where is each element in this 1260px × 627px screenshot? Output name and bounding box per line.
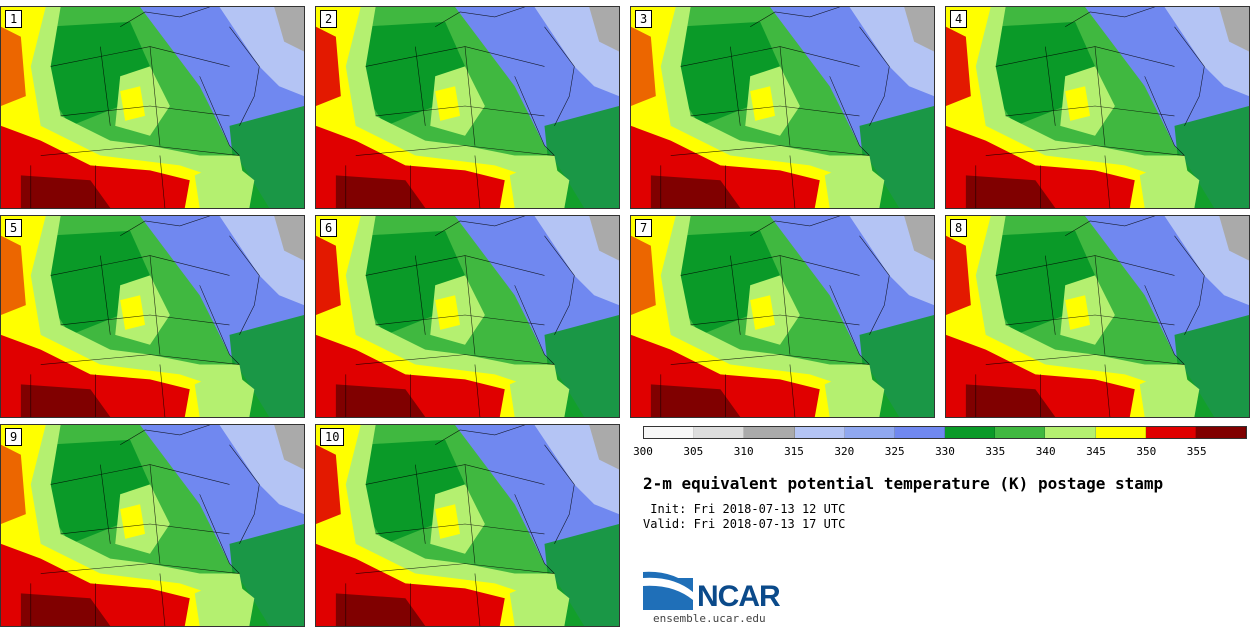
colorbar-tick-label: 350 [1136, 445, 1157, 458]
colorbar-segment [1095, 427, 1146, 438]
colorbar-segment [644, 427, 695, 438]
logo-text: NCAR [697, 580, 781, 613]
member-label: 7 [635, 219, 653, 237]
colorbar-segment [844, 427, 895, 438]
ensemble-member-panel: 6 [315, 215, 620, 418]
ensemble-member-panel: 2 [315, 6, 620, 209]
ensemble-member-panel: 3 [630, 6, 935, 209]
member-label: 4 [950, 10, 968, 28]
colorbar-tick-label: 340 [1035, 445, 1056, 458]
colorbar-tick-label: 345 [1086, 445, 1106, 458]
colorbar-segment [894, 427, 946, 438]
colorbar-segment [1195, 427, 1247, 438]
colorbar-segment [945, 427, 996, 438]
member-label: 9 [5, 428, 23, 446]
member-label: 5 [5, 219, 23, 237]
colorbar-tick-label: 305 [683, 445, 704, 458]
colorbar-tick-label: 320 [834, 445, 855, 458]
ensemble-member-panel: 9 [0, 424, 305, 627]
member-label: 6 [320, 219, 338, 237]
colorbar-segment [744, 427, 795, 438]
colorbar-segment [1145, 427, 1196, 438]
colorbar-segment [995, 427, 1046, 438]
colorbar-tick-label: 330 [935, 445, 955, 458]
figure-title: 2-m equivalent potential temperature (K)… [643, 474, 1164, 493]
logo-url: ensemble.ucar.edu [653, 612, 766, 625]
valid-time: Valid: Fri 2018-07-13 17 UTC [643, 517, 846, 531]
colorbar-segment [794, 427, 845, 438]
colorbar-segment [694, 427, 745, 438]
ensemble-member-panel: 5 [0, 215, 305, 418]
colorbar-tick-label: 300 [633, 445, 653, 458]
member-label: 2 [320, 10, 338, 28]
ensemble-member-panel: 4 [945, 6, 1250, 209]
ensemble-member-panel: 8 [945, 215, 1250, 418]
colorbar-tick-label: 315 [784, 445, 804, 458]
member-label: 3 [635, 10, 653, 28]
colorbar-tick-label: 325 [884, 445, 905, 458]
colorbar-segment [1045, 427, 1096, 438]
member-label: 10 [320, 428, 345, 446]
colorbar-tick-label: 310 [733, 445, 754, 458]
init-time: Init: Fri 2018-07-13 12 UTC [643, 502, 846, 516]
ncar-logo-icon [643, 571, 693, 610]
member-label: 1 [5, 10, 23, 28]
member-label: 8 [950, 219, 968, 237]
ensemble-member-panel: 10 [315, 424, 620, 627]
colorbar [643, 426, 1247, 439]
colorbar-tick-label: 335 [985, 445, 1006, 458]
ensemble-member-panel: 1 [0, 6, 305, 209]
colorbar-tick-label: 355 [1186, 445, 1207, 458]
ensemble-member-panel: 7 [630, 215, 935, 418]
